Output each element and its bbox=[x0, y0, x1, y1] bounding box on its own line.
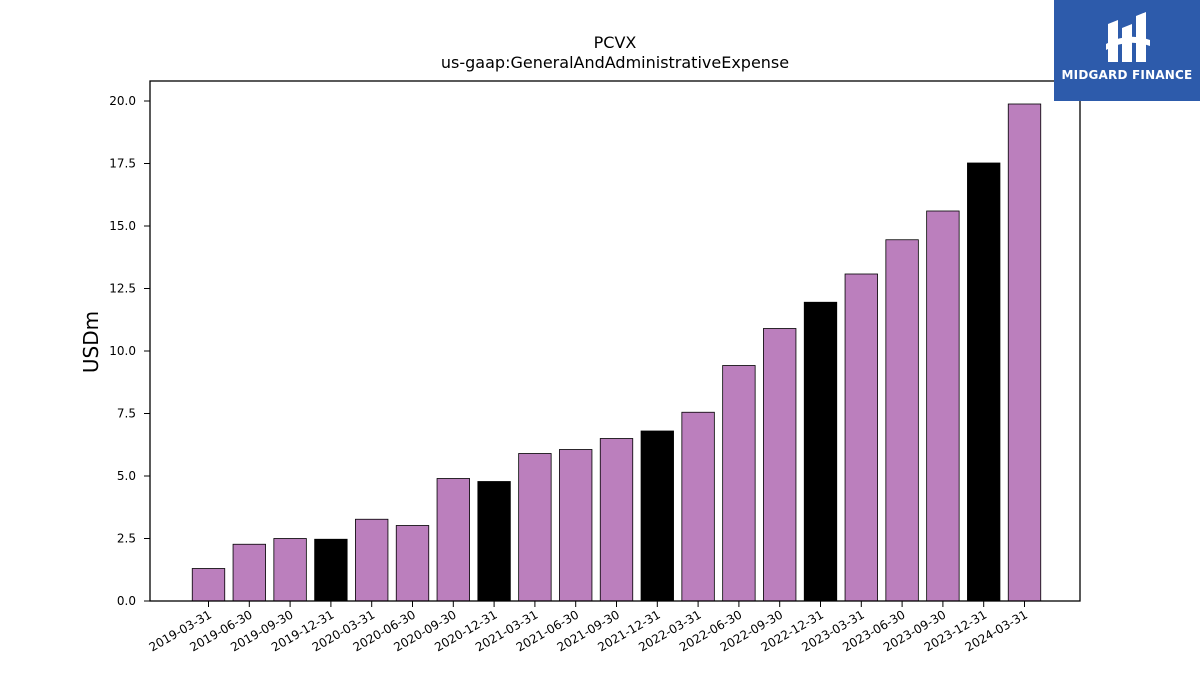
midgard-finance-logo: MIDGARD FINANCE bbox=[1054, 0, 1200, 101]
bar-2023-03-31 bbox=[844, 273, 878, 602]
bar-2021-12-31 bbox=[640, 430, 674, 602]
bar-2020-09-30 bbox=[436, 478, 470, 602]
y-tick-label: 7.5 bbox=[117, 407, 136, 421]
y-tick-label: 17.5 bbox=[109, 157, 136, 171]
logo-text: MIDGARD FINANCE bbox=[1061, 68, 1193, 82]
bar-2020-06-30 bbox=[395, 525, 430, 602]
y-tick-label: 0.0 bbox=[117, 594, 136, 608]
bar-2021-09-30 bbox=[599, 438, 634, 602]
bar-2023-06-30 bbox=[885, 239, 919, 602]
y-axis-label: USDm bbox=[79, 311, 103, 373]
bar-2019-06-30 bbox=[232, 543, 266, 602]
bar-2019-03-31 bbox=[191, 568, 226, 602]
y-tick-label: 20.0 bbox=[109, 94, 136, 108]
y-axis: 0.0 2.5 5.0 7.5 10.0 12.5 15.0 17.5 20.0 bbox=[109, 94, 150, 608]
bar-2022-09-30 bbox=[763, 328, 797, 602]
bars-group bbox=[191, 103, 1042, 602]
bar-2019-12-31 bbox=[314, 538, 348, 602]
bar-2020-03-31 bbox=[355, 518, 389, 602]
bar-2023-12-31 bbox=[967, 162, 1001, 602]
midgard-logo-icon bbox=[1106, 12, 1150, 62]
y-tick-label: 2.5 bbox=[117, 532, 136, 546]
y-tick-label: 15.0 bbox=[109, 219, 136, 233]
bar-2020-12-31 bbox=[477, 481, 511, 602]
bar-2024-03-31 bbox=[1007, 103, 1042, 602]
y-tick-label: 10.0 bbox=[109, 344, 136, 358]
y-tick-label: 12.5 bbox=[109, 282, 136, 296]
bar-2022-06-30 bbox=[722, 365, 756, 602]
bar-2021-06-30 bbox=[559, 449, 593, 602]
bar-2022-03-31 bbox=[681, 411, 715, 602]
bar-2021-03-31 bbox=[518, 453, 552, 602]
bar-2022-12-31 bbox=[803, 301, 838, 602]
bar-2023-09-30 bbox=[926, 210, 960, 602]
chart-title: PCVX bbox=[594, 33, 637, 52]
y-tick-label: 5.0 bbox=[117, 469, 136, 483]
bar-2019-09-30 bbox=[273, 538, 307, 602]
chart-subtitle: us-gaap:GeneralAndAdministrativeExpense bbox=[441, 53, 789, 72]
plot-frame bbox=[149, 80, 1081, 602]
x-axis: 2019-03-312019-06-302019-09-302019-12-31… bbox=[147, 601, 1030, 654]
